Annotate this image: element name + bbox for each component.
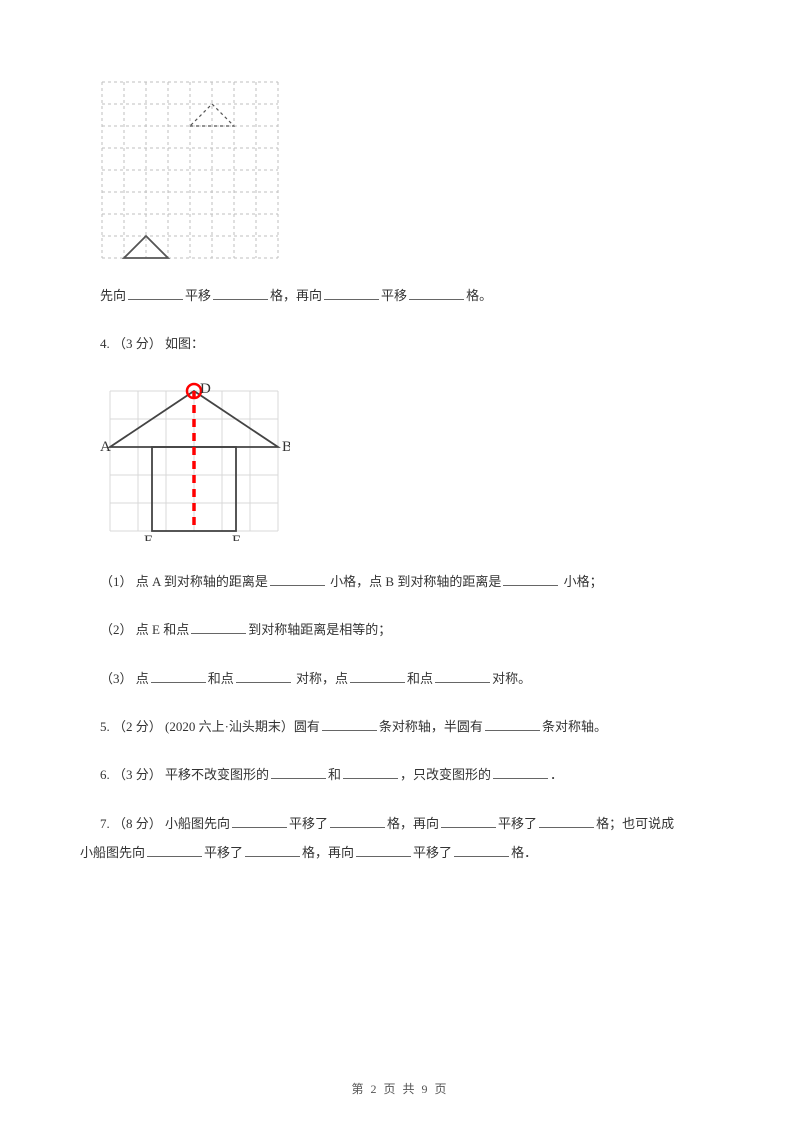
blank <box>485 716 540 731</box>
q7-line1: 7. （8 分） 小船图先向 平移了 格，再向 平移了 格；也可说成 <box>100 812 720 835</box>
t: 格，再向 <box>302 845 354 860</box>
t: 格，再向 <box>387 816 439 831</box>
q6: 6. （3 分） 平移不改变图形的 和 ，只改变图形的 ． <box>100 763 720 786</box>
blank <box>356 842 411 857</box>
blank <box>343 764 398 779</box>
blank <box>151 668 206 683</box>
blank <box>128 285 183 300</box>
house-svg: A B D E F <box>100 381 290 541</box>
t1: 先向 <box>100 288 126 303</box>
figure-grid-triangles <box>100 80 720 264</box>
t: 6. （3 分） 平移不改变图形的 <box>100 767 269 782</box>
t: 对称，点 <box>293 671 348 686</box>
t: （3） 点 <box>100 671 149 686</box>
label-E: E <box>144 533 153 541</box>
t2: 平移 <box>185 288 211 303</box>
t: 平移了 <box>498 816 537 831</box>
blank <box>270 571 325 586</box>
label-D: D <box>200 381 211 397</box>
blank <box>213 285 268 300</box>
t: 小格，点 B 到对称轴的距离是 <box>327 574 501 589</box>
t: ． <box>550 767 563 782</box>
t: 对称。 <box>492 671 531 686</box>
t4: 平移 <box>381 288 407 303</box>
t: 平移了 <box>204 845 243 860</box>
blank <box>191 619 246 634</box>
blank <box>147 842 202 857</box>
blank <box>539 813 594 828</box>
blank <box>271 764 326 779</box>
blank <box>435 668 490 683</box>
t: 和点 <box>208 671 234 686</box>
t: 格；也可说成 <box>596 816 674 831</box>
q4-header: 4. （3 分） 如图： <box>100 332 720 355</box>
figure-house-symmetry: A B D E F <box>100 381 720 545</box>
t3: 格，再向 <box>270 288 322 303</box>
t: （2） 点 E 和点 <box>100 622 189 637</box>
q4-sub2: （2） 点 E 和点 到对称轴距离是相等的； <box>100 618 720 641</box>
blank <box>232 813 287 828</box>
q5: 5. （2 分） (2020 六上·汕头期末）圆有 条对称轴，半圆有 条对称轴。 <box>100 715 720 738</box>
blank <box>350 668 405 683</box>
t: 条对称轴，半圆有 <box>379 719 483 734</box>
label-F: F <box>232 533 240 541</box>
t: （1） 点 A 到对称轴的距离是 <box>100 574 268 589</box>
grid-svg <box>100 80 280 260</box>
t5: 格。 <box>466 288 492 303</box>
t: 7. （8 分） 小船图先向 <box>100 816 230 831</box>
t: 小格； <box>560 574 602 589</box>
t: 平移了 <box>413 845 452 860</box>
t: 格． <box>511 845 537 860</box>
blank <box>245 842 300 857</box>
label-A: A <box>100 439 111 455</box>
t: 到对称轴距离是相等的； <box>248 622 391 637</box>
label-B: B <box>282 439 290 455</box>
t: 和 <box>328 767 341 782</box>
blank <box>493 764 548 779</box>
blank <box>330 813 385 828</box>
q7-line2: 小船图先向平移了格，再向平移了格． <box>100 841 720 864</box>
blank <box>324 285 379 300</box>
blank <box>322 716 377 731</box>
blank <box>236 668 291 683</box>
q4-sub1: （1） 点 A 到对称轴的距离是 小格，点 B 到对称轴的距离是 小格； <box>100 570 720 593</box>
page-footer: 第 2 页 共 9 页 <box>0 1080 800 1097</box>
blank <box>454 842 509 857</box>
blank <box>409 285 464 300</box>
t: ，只改变图形的 <box>400 767 491 782</box>
line-translation: 先向 平移 格，再向 平移 格。 <box>100 284 720 307</box>
t: 和点 <box>407 671 433 686</box>
t: 平移了 <box>289 816 328 831</box>
t: 小船图先向 <box>80 845 145 860</box>
t: 5. （2 分） (2020 六上·汕头期末）圆有 <box>100 719 320 734</box>
blank <box>441 813 496 828</box>
q4-sub3: （3） 点 和点 对称，点 和点 对称。 <box>100 667 720 690</box>
t: 条对称轴。 <box>542 719 607 734</box>
blank <box>503 571 558 586</box>
